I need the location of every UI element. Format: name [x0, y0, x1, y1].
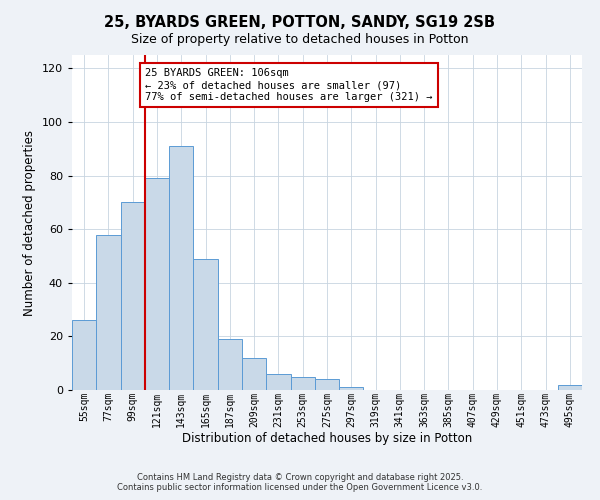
Bar — [145, 178, 169, 390]
Text: Contains HM Land Registry data © Crown copyright and database right 2025.
Contai: Contains HM Land Registry data © Crown c… — [118, 473, 482, 492]
Bar — [290, 376, 315, 390]
Bar — [218, 339, 242, 390]
Bar — [558, 384, 582, 390]
Bar — [72, 320, 96, 390]
Bar — [169, 146, 193, 390]
Text: 25, BYARDS GREEN, POTTON, SANDY, SG19 2SB: 25, BYARDS GREEN, POTTON, SANDY, SG19 2S… — [104, 15, 496, 30]
Y-axis label: Number of detached properties: Number of detached properties — [23, 130, 36, 316]
Bar — [339, 388, 364, 390]
X-axis label: Distribution of detached houses by size in Potton: Distribution of detached houses by size … — [182, 432, 472, 445]
Bar — [266, 374, 290, 390]
Bar — [315, 380, 339, 390]
Text: Size of property relative to detached houses in Potton: Size of property relative to detached ho… — [131, 32, 469, 46]
Text: 25 BYARDS GREEN: 106sqm
← 23% of detached houses are smaller (97)
77% of semi-de: 25 BYARDS GREEN: 106sqm ← 23% of detache… — [145, 68, 433, 102]
Bar — [96, 234, 121, 390]
Bar — [193, 258, 218, 390]
Bar — [121, 202, 145, 390]
Bar — [242, 358, 266, 390]
